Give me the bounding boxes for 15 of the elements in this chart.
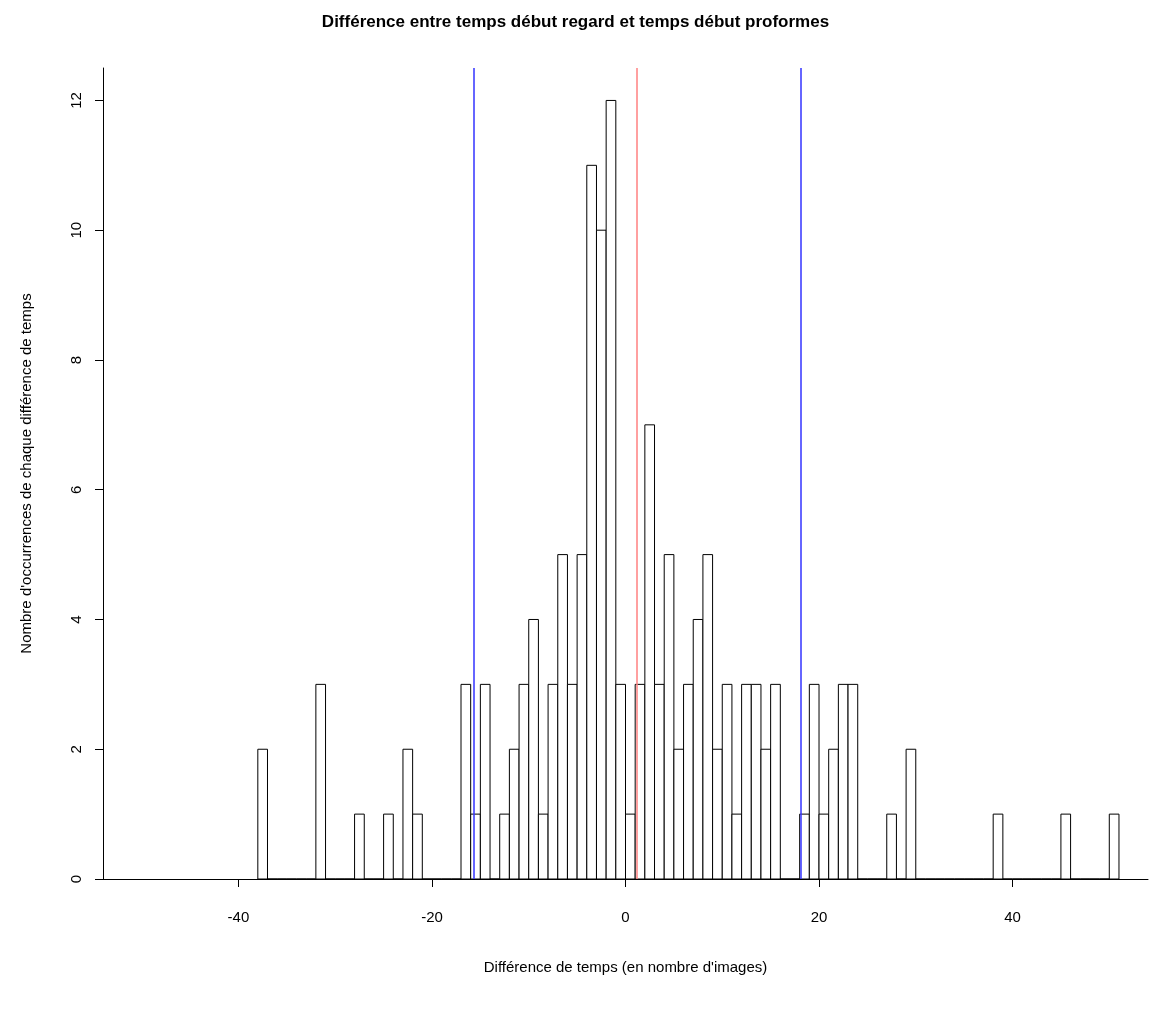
y-axis-title: Nombre d'occurrences de chaque différence de temps xyxy=(17,293,34,654)
y-tick-label: 10 xyxy=(67,221,84,239)
x-tick-label: 20 xyxy=(810,908,828,925)
y-tick-label: 12 xyxy=(67,92,84,109)
y-tick-label: 4 xyxy=(67,615,84,624)
y-tick-label: 2 xyxy=(67,745,84,754)
y-tick-label: 0 xyxy=(67,874,84,884)
y-tick-label: 6 xyxy=(67,485,84,494)
x-tick-label: 40 xyxy=(1004,908,1021,925)
x-tick-label: -40 xyxy=(227,908,250,925)
x-tick-label: -20 xyxy=(421,908,443,925)
x-axis-title: Différence de temps (en nombre d'images) xyxy=(483,958,768,975)
x-tick-label: 0 xyxy=(621,908,630,925)
chart-title: Différence entre temps début regard et temps début proformes xyxy=(321,12,830,31)
y-tick-label: 8 xyxy=(67,355,84,365)
